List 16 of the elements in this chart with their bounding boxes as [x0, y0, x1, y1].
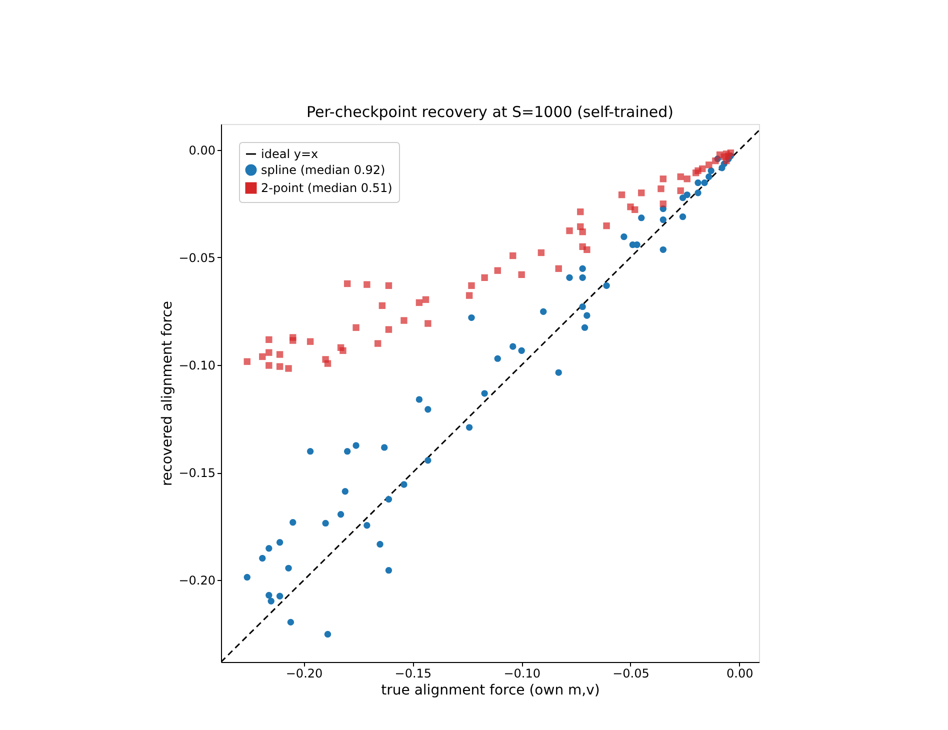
legend-label: ideal y=x: [261, 147, 318, 161]
y-tick-label: −0.20: [178, 574, 216, 588]
x-axis-title: true alignment force (own m,v): [381, 682, 600, 698]
x-tick-label: −0.05: [612, 666, 650, 680]
legend-label: 2-point (median 0.51): [261, 181, 392, 195]
x-tick-label: −0.20: [286, 666, 323, 680]
y-tick-label: −0.10: [178, 358, 216, 373]
chart-title: Per-checkpoint recovery at S=1000 (self-trained): [306, 103, 674, 121]
y-tick-label: −0.15: [178, 466, 216, 480]
y-tick-label: 0.00: [188, 143, 216, 158]
x-tick-label: −0.15: [394, 666, 432, 680]
y-axis-title: recovered alignment force: [160, 300, 176, 486]
legend-label: spline (median 0.92): [261, 163, 386, 177]
y-tick-label: −0.05: [178, 250, 216, 265]
x-tick-label: −0.10: [504, 666, 540, 680]
x-tick-label: 0.00: [726, 666, 754, 680]
